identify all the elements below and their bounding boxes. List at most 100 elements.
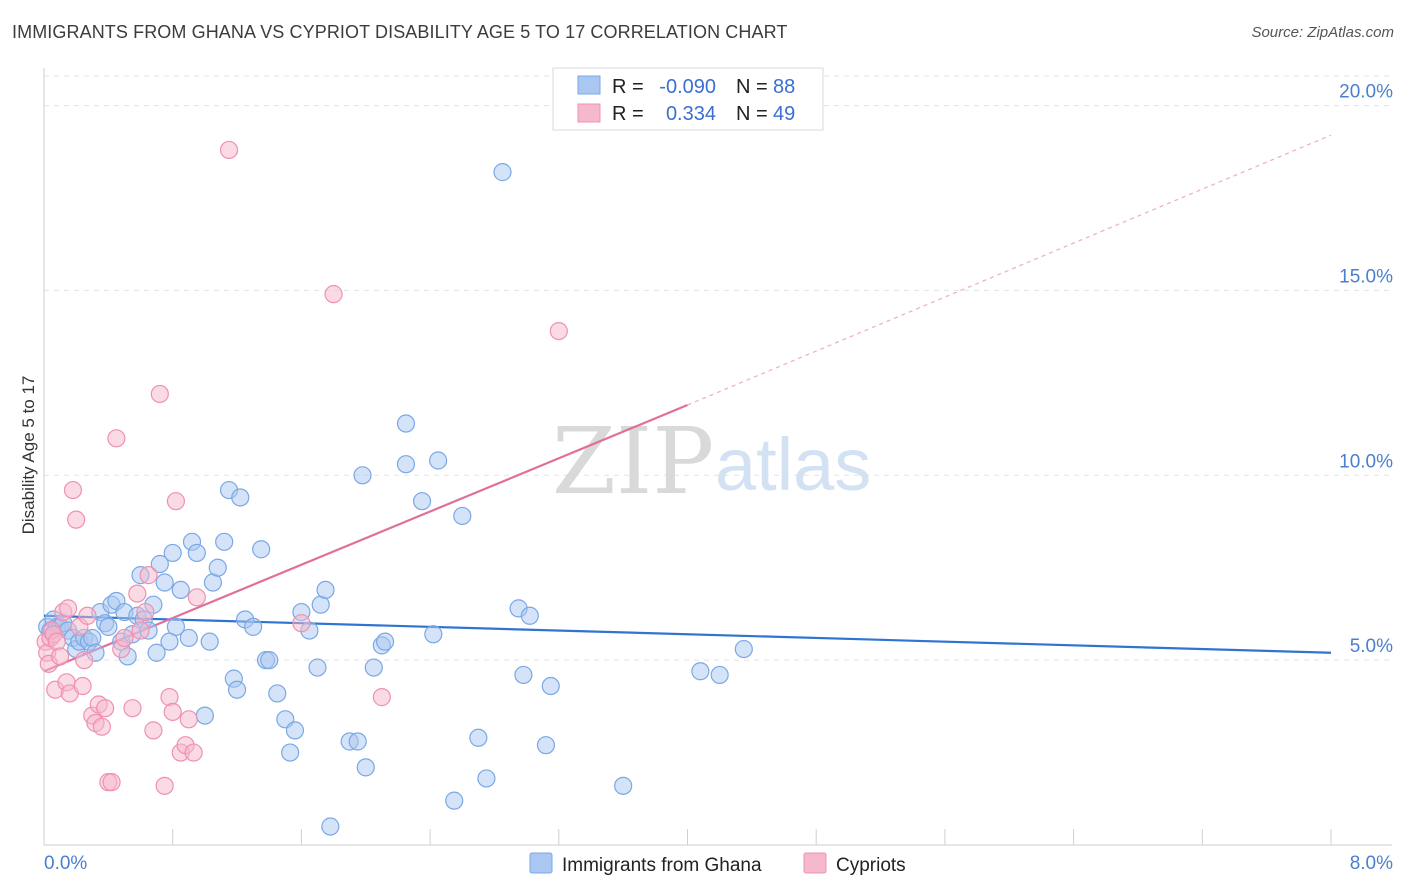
ghana-point-80	[514, 665, 533, 685]
ghana-point-68	[375, 632, 395, 651]
source-label: Source: ZipAtlas.com	[1251, 24, 1394, 41]
ghana-point-72	[424, 625, 443, 644]
legend-r-label-1: R =	[612, 76, 644, 98]
cypriots-point-42	[179, 710, 198, 729]
ghana-point-39	[200, 632, 219, 651]
cypriots-point-36	[155, 776, 174, 795]
legend-n-value-1: 88	[773, 76, 795, 98]
cypriots-point-18	[78, 606, 97, 625]
ghana-point-52	[268, 684, 287, 703]
watermark-atlas: atlas	[715, 423, 871, 506]
watermark-zip: ZIP	[552, 408, 714, 515]
cypriots-point-37	[160, 688, 179, 707]
cypriots-point-46	[292, 614, 311, 633]
ghana-point-82	[536, 736, 556, 755]
y-axis-title: Disability Age 5 to 17	[19, 376, 38, 535]
axes	[43, 68, 1392, 846]
ghana-point-78	[493, 163, 512, 182]
cypriots-point-39	[166, 492, 186, 511]
cypriots-point-17	[75, 651, 94, 670]
ghana-point-34	[171, 580, 190, 599]
legend-box: R = -0.090 N = 88 R = 0.334 N = 49	[552, 67, 824, 131]
ghana-point-74	[445, 791, 464, 810]
legend-n-label-2: N =	[736, 103, 768, 125]
cypriots-point-48	[372, 688, 391, 707]
ghana-point-64	[353, 466, 372, 485]
cypriots-point-44	[187, 588, 206, 607]
ghana-point-38	[195, 706, 214, 725]
cypriots-point-25	[102, 773, 121, 792]
ghana-point-75	[453, 506, 472, 526]
cypriots-point-16	[73, 676, 92, 696]
ghana-point-61	[321, 817, 340, 836]
cypriots-point-7	[47, 632, 66, 651]
ghana-point-66	[364, 658, 383, 677]
ghana-point-28	[147, 643, 166, 662]
cypriots-point-33	[139, 566, 158, 585]
ghana-point-71	[412, 492, 432, 511]
tick-labels: 5.0% 10.0% 15.0% 20.0% 0.0% 8.0%	[44, 82, 1393, 874]
ghana-point-51	[260, 651, 279, 670]
cypriots-point-11	[59, 599, 78, 618]
ghana-point-32	[163, 543, 182, 563]
watermark: ZIP atlas	[552, 408, 871, 515]
ghana-point-65	[356, 758, 375, 777]
ghana-point-41	[208, 558, 227, 577]
y-tick-label-3: 20.0%	[1339, 82, 1393, 103]
legend-r-value-1: -0.090	[659, 76, 716, 98]
cypriots-point-8	[50, 647, 70, 666]
legend-r-value-2: 0.334	[666, 103, 716, 125]
cypriots-point-29	[123, 699, 142, 718]
cypriots-point-43	[184, 743, 203, 762]
bottom-legend: Immigrants from Ghana Cypriots	[529, 852, 906, 876]
legend-r-label-2: R =	[612, 103, 644, 125]
trend-lines	[43, 134, 1332, 673]
ghana-point-45	[227, 680, 247, 699]
bottom-legend-label-cypriots: Cypriots	[836, 855, 906, 876]
ghana-point-49	[252, 540, 271, 559]
ghana-point-69	[396, 414, 416, 433]
cypriots-point-22	[92, 717, 112, 736]
ghana-point-48	[244, 617, 263, 636]
ghana-point-46	[231, 488, 250, 507]
trend-extension-1	[687, 134, 1332, 406]
ghana-point-58	[308, 658, 327, 677]
y-tick-label-2: 15.0%	[1339, 266, 1393, 287]
cypriots-point-32	[136, 602, 155, 622]
ghana-point-63	[348, 732, 367, 751]
ghana-point-60	[316, 580, 335, 599]
cypriots-point-38	[163, 702, 182, 722]
ghana-point-29	[150, 554, 169, 574]
bottom-legend-label-ghana: Immigrants from Ghana	[562, 855, 762, 876]
ghana-point-54	[281, 743, 300, 762]
scatter-points	[36, 140, 753, 836]
grid-lines	[44, 75, 1392, 661]
bottom-legend-swatch-ghana	[529, 852, 553, 874]
ghana-point-81	[520, 606, 539, 625]
ghana-point-85	[691, 662, 710, 681]
cypriots-point-14	[67, 510, 86, 529]
cypriots-point-47	[324, 285, 343, 304]
cypriots-point-13	[63, 480, 83, 500]
legend-n-value-2: 49	[773, 103, 795, 125]
y-tick-label-1: 10.0%	[1339, 451, 1393, 472]
x-tick-label-max: 8.0%	[1350, 853, 1393, 874]
x-tick-label-min: 0.0%	[44, 853, 87, 874]
ghana-point-37	[187, 543, 206, 563]
ghana-point-42	[215, 532, 234, 551]
cypriots-point-23	[96, 699, 115, 718]
legend-swatch-cypriots	[577, 103, 601, 123]
ghana-point-84	[614, 776, 633, 795]
cypriots-point-31	[131, 621, 150, 640]
ghana-point-55	[285, 721, 305, 740]
ghana-point-86	[710, 665, 729, 685]
ghana-point-77	[477, 769, 496, 788]
cypriots-point-30	[128, 584, 147, 603]
legend-n-label-1: N =	[736, 76, 768, 98]
legend-swatch-ghana	[577, 75, 601, 95]
ghana-point-16	[99, 617, 118, 636]
bottom-legend-swatch-cypriots	[803, 852, 827, 874]
ghana-point-30	[155, 573, 174, 592]
ghana-point-70	[396, 455, 416, 474]
